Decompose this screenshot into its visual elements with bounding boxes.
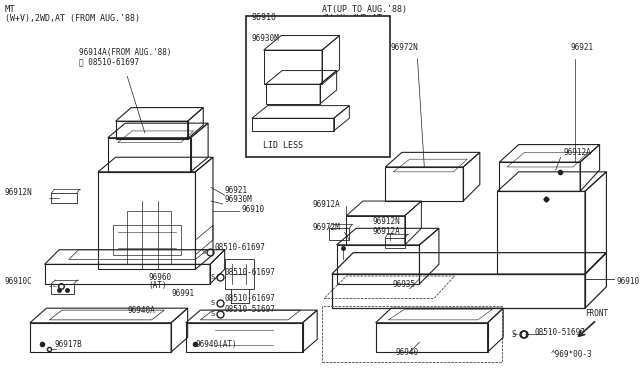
Text: S: S: [201, 249, 205, 255]
Text: 96930M: 96930M: [252, 34, 280, 43]
Bar: [246, 16, 390, 157]
Text: FRONT: FRONT: [585, 309, 608, 318]
Text: 96910: 96910: [252, 13, 277, 22]
Text: S: S: [211, 274, 215, 280]
Text: 96940(AT): 96940(AT): [195, 340, 237, 349]
Text: 96921: 96921: [225, 186, 248, 195]
Text: S: S: [211, 311, 215, 317]
Text: 96921: 96921: [570, 43, 593, 52]
Text: AT(UP TO AUG.'88): AT(UP TO AUG.'88): [322, 5, 407, 14]
Text: 96912A: 96912A: [564, 148, 591, 157]
Text: 08510-51697: 08510-51697: [534, 328, 585, 337]
Text: 96912A: 96912A: [312, 200, 340, 209]
Text: 96910C: 96910C: [4, 277, 33, 286]
Text: 96991: 96991: [171, 289, 194, 298]
Text: 08510-51697: 08510-51697: [225, 305, 276, 314]
Text: (W+V),2WD,AT (FROM AUG.'88): (W+V),2WD,AT (FROM AUG.'88): [4, 14, 140, 23]
Text: 08510-61697: 08510-61697: [215, 243, 266, 252]
Text: Ⓢ 08510-61697: Ⓢ 08510-61697: [79, 58, 139, 67]
Text: 96912N: 96912N: [372, 217, 401, 227]
Text: 96917B: 96917B: [54, 340, 82, 349]
Text: 96960: 96960: [148, 273, 172, 282]
Text: 08510-61697: 08510-61697: [225, 268, 276, 277]
Text: 96912A: 96912A: [372, 227, 401, 236]
Text: 96912N: 96912N: [4, 188, 33, 197]
Text: 96914A(FROM AUG.'88): 96914A(FROM AUG.'88): [79, 48, 171, 57]
Text: S: S: [511, 330, 516, 339]
Text: 96940A: 96940A: [127, 306, 155, 315]
Text: ^969*00-3: ^969*00-3: [551, 350, 593, 359]
Text: 96910: 96910: [241, 205, 264, 214]
Text: MT: MT: [4, 5, 15, 14]
Text: 96972N: 96972N: [390, 43, 418, 52]
Text: 96910: 96910: [616, 278, 639, 286]
Text: LID LESS: LID LESS: [262, 141, 303, 150]
Text: 96935: 96935: [392, 280, 415, 289]
Text: 96972M: 96972M: [312, 223, 340, 232]
Text: 08510-61697: 08510-61697: [225, 294, 276, 303]
Text: S: S: [211, 300, 215, 306]
Text: (FROM AUG.'88): (FROM AUG.'88): [322, 23, 392, 32]
Text: (AT): (AT): [148, 280, 167, 290]
Text: (W+V),4WD,AT: (W+V),4WD,AT: [322, 14, 382, 23]
Text: 96930M: 96930M: [225, 195, 252, 204]
Text: 96940: 96940: [395, 348, 418, 357]
